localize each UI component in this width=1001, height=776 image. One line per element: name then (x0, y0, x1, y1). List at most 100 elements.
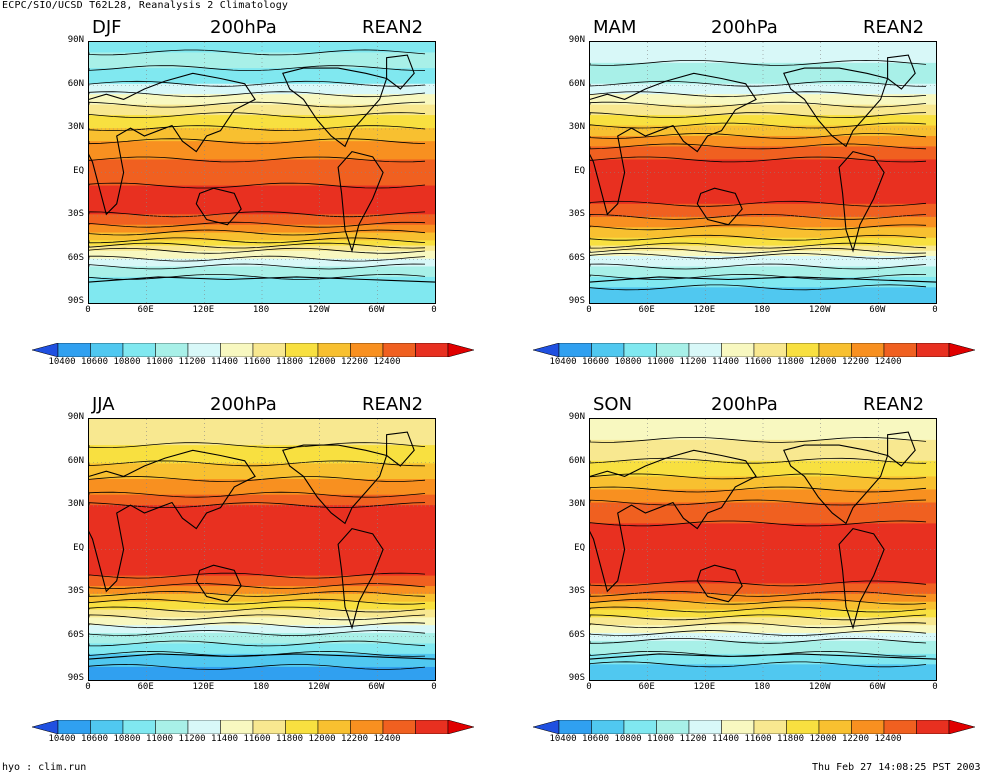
height-band (590, 62, 936, 85)
colorbar-tick-label: 12000 (809, 734, 837, 744)
contour-line (590, 200, 927, 207)
lon-tick-label: 180 (753, 682, 771, 692)
contour-line (89, 598, 426, 605)
colorbar-tick-label: 11600 (744, 357, 772, 367)
colorbar-tick-label: 11200 (178, 357, 206, 367)
lon-tick-label: 60E (137, 305, 154, 315)
lat-tick-label: 60S (568, 629, 585, 640)
contour-line (89, 640, 426, 647)
colorbar-tick-label: 11600 (243, 357, 271, 367)
colorbar-tick-label: 12200 (340, 734, 369, 744)
colorbar-swatch (688, 342, 722, 358)
height-band (590, 633, 936, 642)
contour-line (89, 491, 426, 498)
height-band (590, 115, 936, 127)
contour-line (590, 486, 927, 493)
colorbar-swatch (851, 342, 885, 358)
contour-line (89, 476, 426, 482)
colorbar-swatch (916, 719, 950, 735)
lon-tick-label: 0 (586, 305, 592, 315)
colorbar-tick-label: 12400 (874, 734, 902, 744)
coastline (89, 449, 256, 593)
coastline (89, 276, 435, 283)
lon-tick-label: 120W (307, 682, 330, 692)
lon-tick-label: 120E (693, 305, 716, 315)
lon-tick-label: 0 (85, 682, 91, 692)
coastline (590, 276, 936, 283)
contour-line (89, 590, 426, 597)
panel-season-title: SON (593, 394, 633, 415)
colorbar-tick-label: 11800 (776, 734, 805, 744)
contour-line (590, 80, 927, 87)
contour-line (590, 473, 927, 480)
height-band (89, 445, 435, 464)
colorbar-tick-label: 11000 (646, 734, 675, 744)
colorbar-swatch (916, 342, 950, 358)
colorbar-tick-label: 10400 (549, 734, 577, 744)
panel-season-title: JJA (92, 394, 115, 415)
lat-tick-label: 90N (568, 35, 585, 45)
contour-line (590, 606, 927, 613)
figure-header: ECPC/SIO/UCSD T62L28, Reanalysis 2 Clima… (2, 0, 289, 11)
height-band (89, 52, 435, 69)
contour-line (590, 622, 927, 629)
colorbar-swatch (252, 719, 286, 735)
colorbar-arrow-left (31, 342, 59, 358)
height-band (590, 583, 936, 595)
colorbar-arrow-left (532, 719, 560, 735)
colorbar (532, 719, 976, 738)
colorbar-tick-label: 10800 (113, 357, 141, 367)
panel-source-title: REAN2 (362, 17, 424, 38)
lon-tick-label: 120W (808, 305, 831, 315)
colorbar-tick-label: 12000 (308, 357, 336, 367)
lat-tick-label: 90S (568, 296, 585, 306)
coastline (386, 54, 415, 90)
contour-line (590, 580, 927, 587)
colorbar-swatch (786, 342, 820, 358)
colorbar-arrow-left (532, 342, 560, 358)
colorbar-tick-label: 12400 (373, 357, 401, 367)
lon-tick-label: 60E (137, 682, 154, 692)
contour-line (590, 224, 927, 231)
colorbar-tick-label: 11400 (711, 734, 740, 744)
contour-line (590, 234, 927, 241)
colorbar (532, 342, 976, 361)
height-band (590, 523, 936, 584)
colorbar-tick-label: 12400 (874, 357, 902, 367)
height-band (89, 601, 435, 611)
height-band (89, 575, 435, 587)
colorbar-swatch (851, 719, 885, 735)
lat-tick-label: 60S (67, 252, 84, 263)
lon-tick-label: 60W (869, 682, 886, 692)
contour-line (590, 112, 927, 119)
colorbar-swatch (818, 719, 852, 735)
lon-tick-label: 180 (252, 305, 270, 315)
coastline (282, 444, 388, 525)
contour-line (89, 442, 426, 449)
contour-line (590, 520, 927, 527)
contour-line (590, 242, 927, 249)
lat-tick-label: 30N (67, 499, 84, 509)
height-band (89, 224, 435, 234)
contour-line (590, 101, 927, 108)
height-band (590, 266, 936, 278)
contour-line (89, 156, 426, 163)
coastline (337, 150, 384, 253)
lat-tick-label: 60S (67, 629, 84, 640)
colorbar-swatch (90, 342, 124, 358)
contour-line (89, 606, 426, 613)
height-band (590, 593, 936, 603)
colorbar-swatch (57, 719, 91, 735)
colorbar-swatch (786, 719, 820, 735)
colorbar-swatch (688, 719, 722, 735)
contour-line (590, 637, 927, 644)
colorbar-tick-label: 10800 (614, 357, 642, 367)
lat-tick-label: 30N (568, 122, 585, 132)
lon-tick-label: 60E (638, 305, 655, 315)
lat-tick-label: 90S (67, 296, 84, 306)
colorbar-arrow-left (31, 719, 59, 735)
coastline (590, 449, 757, 593)
colorbar-swatch (122, 342, 156, 358)
contour-line (89, 229, 426, 236)
height-band (89, 617, 435, 626)
